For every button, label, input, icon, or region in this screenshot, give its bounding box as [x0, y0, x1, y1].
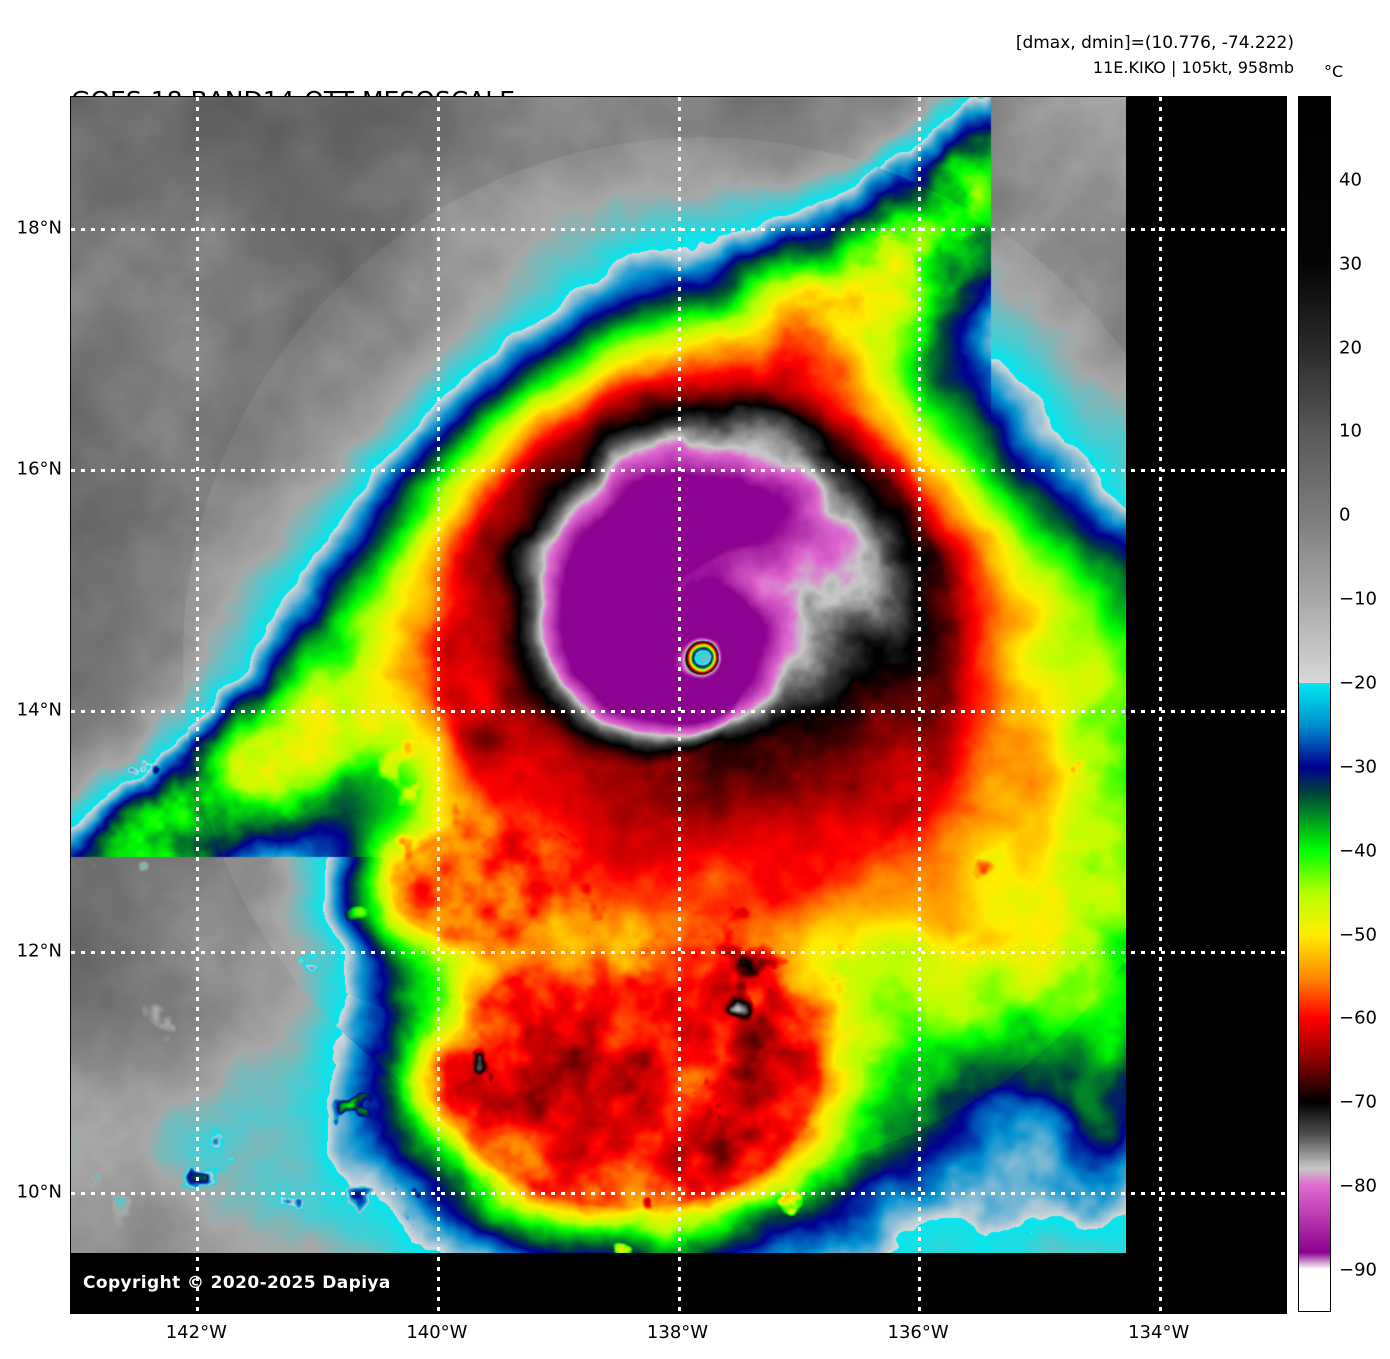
latitude-tick-label: 12°N	[16, 940, 62, 962]
latitude-tick-label: 10°N	[16, 1181, 62, 1203]
longitude-tick-label: 134°W	[1128, 1322, 1190, 1343]
copyright-label: Copyright © 2020-2025 Dapiya	[83, 1273, 391, 1293]
longitude-tick-label: 140°W	[406, 1322, 468, 1343]
colorbar-tick-label: 30	[1339, 253, 1362, 275]
latitude-tick-label: 16°N	[16, 458, 62, 480]
colorbar	[1298, 96, 1331, 1312]
colorbar-tick-label: −30	[1339, 756, 1377, 778]
colorbar-tick-label: −90	[1339, 1259, 1377, 1281]
colorbar-tick-label: −70	[1339, 1091, 1377, 1113]
colorbar-strip	[1298, 96, 1331, 1312]
satellite-imagery-canvas	[71, 97, 1286, 1313]
colorbar-gradient	[1299, 97, 1330, 1311]
storm-info-label: 11E.KIKO | 105kt, 958mb	[1092, 57, 1294, 77]
colorbar-tick-label: 40	[1339, 169, 1362, 191]
colorbar-tick-label: −60	[1339, 1007, 1377, 1029]
longitude-tick-label: 138°W	[646, 1322, 709, 1343]
colorbar-tick-label: −20	[1339, 672, 1377, 694]
metadata-block: [dmax, dmin]=(10.776, -74.222) 11E.KIKO …	[1016, 31, 1294, 79]
colorbar-tick-label: −10	[1339, 588, 1377, 610]
latitude-tick-label: 14°N	[16, 699, 62, 721]
colorbar-tick-label: 0	[1339, 504, 1351, 526]
satellite-map[interactable]: Copyright © 2020-2025 Dapiya	[70, 96, 1287, 1314]
colorbar-tick-label: 10	[1339, 420, 1362, 442]
colorbar-tick-label: 20	[1339, 337, 1362, 359]
colorbar-tick-label: −40	[1339, 840, 1377, 862]
latitude-tick-label: 18°N	[16, 217, 62, 239]
colorbar-tick-label: −50	[1339, 924, 1377, 946]
longitude-tick-label: 142°W	[165, 1322, 227, 1343]
colorbar-unit-label: °C	[1324, 62, 1344, 81]
colorbar-tick-label: −80	[1339, 1175, 1377, 1197]
dmax-dmin-label: [dmax, dmin]=(10.776, -74.222)	[1015, 33, 1294, 53]
longitude-tick-label: 136°W	[887, 1322, 949, 1343]
